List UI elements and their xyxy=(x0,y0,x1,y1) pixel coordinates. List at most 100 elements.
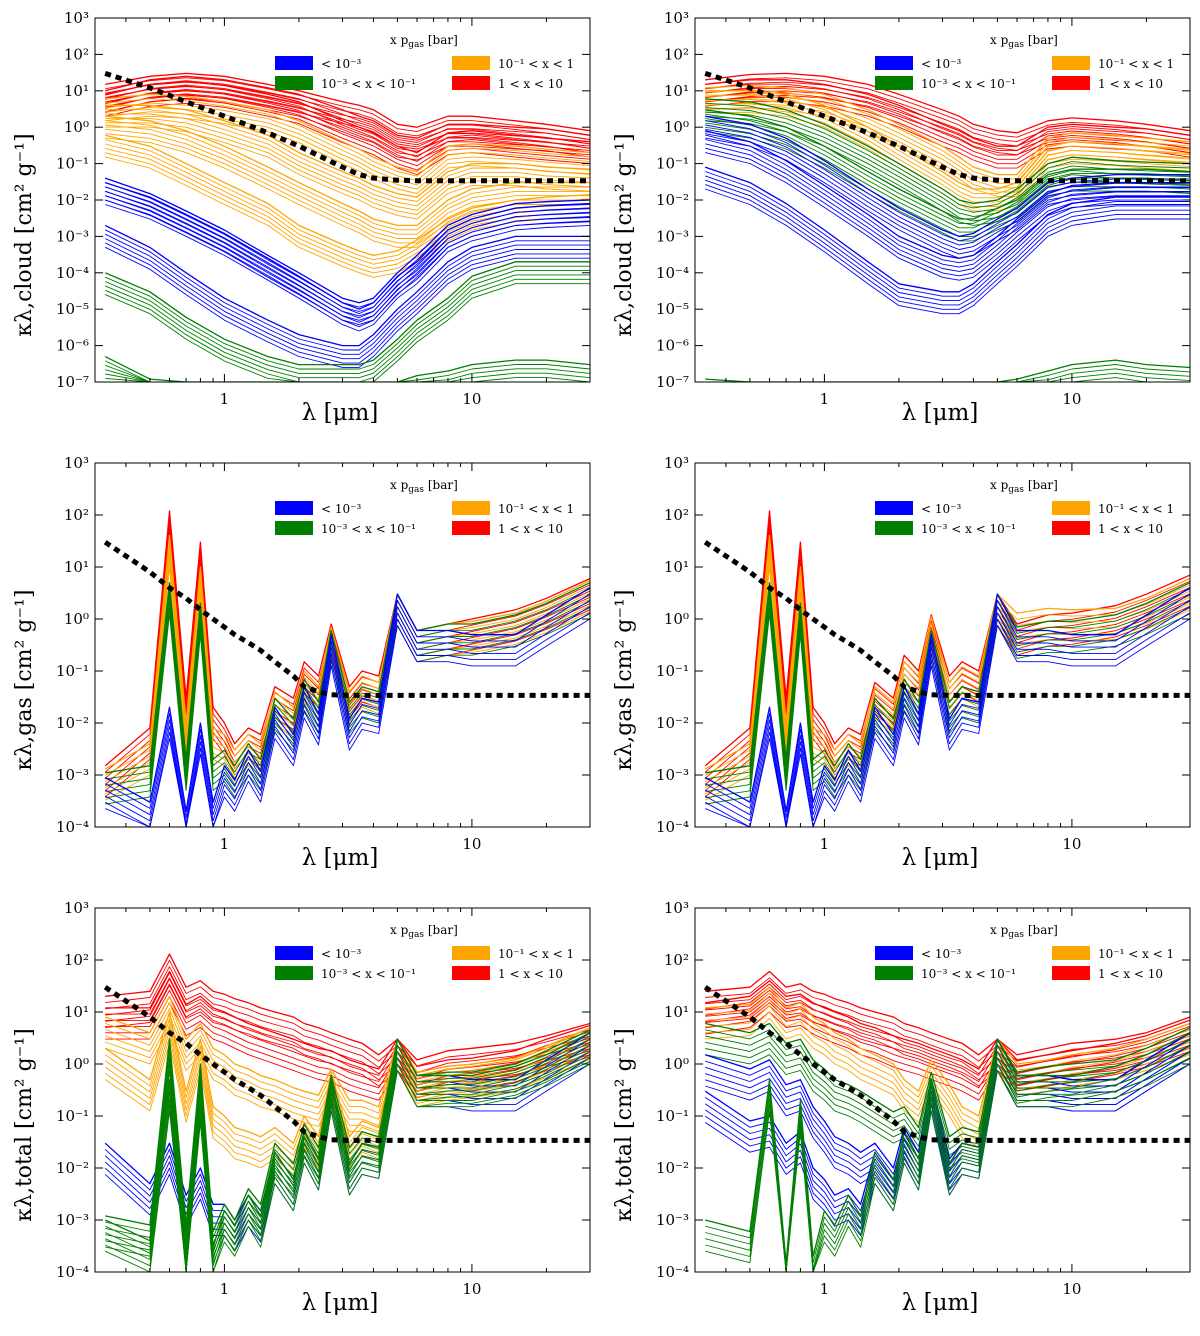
series-line-orange-2-0 xyxy=(705,84,1190,176)
ylabel-total-right: κλ,total [cm² g⁻¹] xyxy=(604,1028,644,1221)
series-line-green-9-0 xyxy=(705,359,1190,382)
legend-label: 1 < x < 10 xyxy=(1098,522,1163,536)
series-group xyxy=(704,510,1190,827)
y-tick-label: 10² xyxy=(64,45,89,63)
plot-cloud-right: 1 10 10⁻⁷ 10⁻⁶ 10⁻⁵ 10⁻⁴ 10⁻³ 10⁻² 10⁻¹ 10⁰ 10¹ 10²… xyxy=(656,9,1191,408)
series-line-orange-6-5 xyxy=(105,156,590,278)
series-line-blue-9-1 xyxy=(105,229,590,351)
series-line-orange-6-4 xyxy=(105,152,590,274)
series-line-orange-2-2 xyxy=(105,1008,590,1120)
y-tick-label: 10⁰ xyxy=(664,610,689,628)
legend-swatch xyxy=(1052,521,1090,535)
legend-label: 1 < x < 10 xyxy=(498,522,563,536)
y-tick-label: 10⁻² xyxy=(56,1159,89,1177)
series-line-orange-5-5 xyxy=(105,137,590,248)
legend-title: x pgas [bar] xyxy=(390,923,458,940)
series-line-blue-9-4 xyxy=(105,242,590,364)
series-line-green-11-4 xyxy=(105,373,590,382)
y-tick-label: 10⁻⁴ xyxy=(656,264,689,282)
series-line-red-1-0 xyxy=(105,75,590,139)
y-tick-label: 10³ xyxy=(64,899,89,917)
series-line-red-1-4 xyxy=(105,996,590,1095)
x-tick-label: 1 xyxy=(220,835,230,853)
legend: x pgas [bar] < 10⁻³ 10⁻³ < x < 10⁻¹ 10⁻¹ < … xyxy=(275,478,574,536)
series-line-red-1-2 xyxy=(105,84,590,148)
series-line-blue-7-5 xyxy=(705,152,1190,281)
x-tick-label: 10 xyxy=(1062,390,1081,408)
legend-title: x pgas [bar] xyxy=(990,478,1058,495)
y-tick-label: 10⁻³ xyxy=(56,227,89,245)
y-tick-label: 10⁰ xyxy=(64,1055,89,1073)
legend: x pgas [bar] < 10⁻³ 10⁻³ < x < 10⁻¹ 10⁻¹ < … xyxy=(875,478,1174,536)
reference-line xyxy=(703,540,1190,698)
series-line-blue-3-3 xyxy=(104,606,590,827)
y-tick-label: 10⁻² xyxy=(656,191,689,209)
legend-swatch xyxy=(875,521,913,535)
legend-label: 10⁻³ < x < 10⁻¹ xyxy=(921,967,1016,981)
legend-swatch xyxy=(275,501,313,515)
ylabel-text: κλ,cloud [cm² g⁻¹] xyxy=(612,133,637,337)
legend-title: x pgas [bar] xyxy=(990,33,1058,50)
series-line-orange-5-0 xyxy=(105,115,590,227)
y-tick-label: 10⁻³ xyxy=(656,227,689,245)
series-line-green-6-4 xyxy=(705,1057,1190,1272)
series-line-orange-3-0 xyxy=(105,93,590,173)
series-line-green-5-3 xyxy=(105,1048,590,1251)
y-tick-label: 10⁻⁷ xyxy=(56,373,89,391)
y-tick-label: 10² xyxy=(664,951,689,969)
series-line-blue-8-0 xyxy=(704,166,1190,293)
series-line-red-1-0 xyxy=(705,79,1190,147)
y-tick-label: 10¹ xyxy=(664,558,689,576)
series-group xyxy=(704,970,1190,1272)
series-line-orange-4-3 xyxy=(105,117,590,211)
legend-swatch xyxy=(275,946,313,960)
series-line-orange-1-0 xyxy=(704,535,1190,770)
series-line-orange-3-3 xyxy=(705,103,1190,203)
series-line-green-6-5 xyxy=(705,1063,1190,1272)
ylabel-text: κλ,cloud [cm² g⁻¹] xyxy=(12,133,37,337)
series-line-blue-9-3 xyxy=(105,238,590,360)
ylabel-gas-right: κλ,gas [cm² g⁻¹] xyxy=(604,590,644,771)
series-line-orange-5-4 xyxy=(105,133,590,244)
series-line-red-1-5 xyxy=(705,1011,1190,1101)
series-line-green-3-1 xyxy=(705,1029,1190,1144)
x-tick-label: 1 xyxy=(220,1280,230,1298)
legend-label: < 10⁻³ xyxy=(921,57,961,71)
series-line-red-1-1 xyxy=(105,80,590,143)
y-tick-label: 10⁰ xyxy=(664,118,689,136)
series-line-red-0-0 xyxy=(705,970,1190,1056)
series-line-green-4-3 xyxy=(705,111,1190,218)
y-tick-label: 10² xyxy=(64,951,89,969)
legend-swatch xyxy=(1052,56,1090,70)
series-line-green-3-3 xyxy=(705,1041,1190,1156)
legend-label: < 10⁻³ xyxy=(921,502,961,516)
y-tick-label: 10² xyxy=(664,506,689,524)
series-line-green-10-0 xyxy=(104,261,590,366)
series-line-blue-3-3 xyxy=(704,606,1190,827)
series-line-red-0-5 xyxy=(705,94,1190,156)
legend-label: 10⁻¹ < x < 1 xyxy=(498,502,574,516)
series-line-red-1-1 xyxy=(105,977,590,1076)
series-line-orange-6-3 xyxy=(105,147,590,269)
series-group xyxy=(104,510,590,827)
legend-title: x pgas [bar] xyxy=(390,478,458,495)
ylabel-text: κλ,gas [cm² g⁻¹] xyxy=(612,589,637,771)
x-tick-label: 10 xyxy=(462,390,481,408)
series-line-red-0-4 xyxy=(705,90,1190,151)
series-line-blue-6-2 xyxy=(705,124,1190,246)
series-line-green-6-3 xyxy=(705,1050,1190,1272)
series-line-blue-3-1 xyxy=(104,593,590,819)
series-line-green-6-2 xyxy=(105,1044,590,1270)
y-tick-label: 10⁻² xyxy=(56,191,89,209)
series-line-blue-3-2 xyxy=(104,599,590,825)
series-line-green-2-3 xyxy=(705,600,1190,793)
panel-cloud-right: 1 10 10⁻⁷ 10⁻⁶ 10⁻⁵ 10⁻⁴ 10⁻³ 10⁻² 10⁻¹ 10⁰ 10¹ 10²… xyxy=(600,0,1200,445)
series-line-red-1-0 xyxy=(105,970,590,1070)
legend-label: 10⁻³ < x < 10⁻¹ xyxy=(321,77,416,91)
legend-label: < 10⁻³ xyxy=(321,947,361,961)
legend-label: < 10⁻³ xyxy=(321,57,361,71)
series-line-orange-4-1 xyxy=(105,109,590,202)
series-line-blue-8-4 xyxy=(105,199,590,328)
series-line-green-9-4 xyxy=(705,377,1190,382)
